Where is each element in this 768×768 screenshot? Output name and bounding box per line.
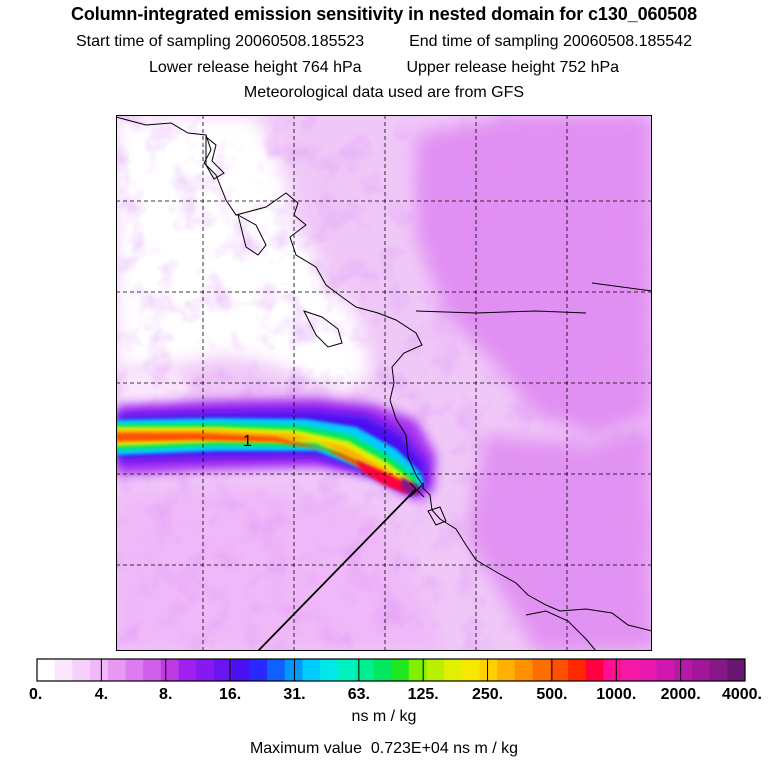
end-time-value: 20060508.185542 [562,33,692,50]
colorbar-cell [514,659,534,681]
plume-core [356,460,412,493]
colorbar-cell [426,659,445,681]
colorbar-cell [355,659,374,681]
colorbar-tick-label: 63. [348,686,370,703]
colorbar-tick-label: 31. [283,686,305,703]
colorbar-cell [284,659,303,681]
colorbar-cell [143,659,162,681]
colorbar-cell [568,659,587,681]
colorbar-units: ns m / kg [351,708,417,725]
colorbar-cell [337,659,357,681]
colorbar-tick-label: 0. [29,686,42,703]
colorbar-tick-label: 16. [219,686,241,703]
release-heights: Lower release height 764 hPa Upper relea… [0,59,768,77]
max-value-number: 0.723E+04 ns m / kg [370,740,519,757]
colorbar-cell [302,659,321,681]
colorbar-tick-label: 250. [472,686,503,703]
map-frame [116,115,652,651]
colorbar-tick-label: 8. [159,686,172,703]
colorbar-cell [178,659,197,681]
colorbar-cell [90,659,109,681]
sampling-times: Start time of sampling 20060508.185523 E… [0,33,768,51]
map-canvas: 1 [116,115,652,651]
colorbar-cell [656,659,675,681]
colorbar-tick-label: 125. [408,686,439,703]
colorbar-cell [267,659,286,681]
release-point-marker [409,482,425,498]
colorbar-cell [461,659,480,681]
colorbar-cell [391,659,410,681]
colorbar-cell [231,659,250,681]
colorbar-tick-label: 4000. [722,686,762,703]
colorbar-cell [479,659,498,681]
colorbar-cell [214,659,233,681]
upper-release-value: 752 hPa [559,59,620,76]
colorbar-frame [36,658,746,682]
colorbar-cell [373,659,392,681]
colorbar-cell [408,659,427,681]
plume-label: 1 [243,433,252,450]
colorbar-tick-label: 2000. [661,686,701,703]
colorbar-cell [320,659,339,681]
lower-release-label: Lower release height [148,59,298,76]
colorbar-cell [196,659,215,681]
colorbar-cell [444,659,463,681]
sensitivity-map: 1 [116,115,652,651]
plot-title: Column-integrated emission sensitivity i… [70,4,698,24]
plume-ring [116,433,406,487]
colorbar-cell [638,659,657,681]
colorbar-cell [727,659,746,681]
colorbar-cell [674,659,693,681]
colorbar-tick-label: 4. [95,686,108,703]
colorbar-cell [532,659,551,681]
plume-ring [116,427,412,487]
colorbar-cell [621,659,640,681]
colorbar-cell [691,659,711,681]
colorbar-cell [249,659,268,681]
max-value: Maximum value 0.723E+04 ns m / kg [0,740,768,758]
lower-release-value: 764 hPa [301,59,362,76]
start-time-value: 20060508.185523 [235,33,365,50]
lat-lon-grid [116,115,652,651]
met-data-source: Meteorological data used are from GFS [243,84,525,101]
max-value-label: Maximum value [249,740,362,757]
colorbar-cell [709,659,728,681]
end-time-label: End time of sampling [409,33,559,50]
colorbar-cell [603,659,622,681]
colorbar-tick-label: 500. [536,686,567,703]
colorbar-tick-label: 1000. [596,686,636,703]
colorbar-cell [54,659,73,681]
colorbar-cell [160,659,180,681]
colorbar-cell [37,659,56,681]
colorbar-cell [585,659,604,681]
colorbar-cell [125,659,144,681]
coastlines [116,116,652,651]
colorbar-cell [550,659,569,681]
colorbar-cell [107,659,126,681]
start-time-label: Start time of sampling [75,33,231,50]
upper-release-label: Upper release height [406,59,555,76]
flight-track [257,488,417,651]
colorbar-cell [72,659,91,681]
colorbar-cell [497,659,516,681]
